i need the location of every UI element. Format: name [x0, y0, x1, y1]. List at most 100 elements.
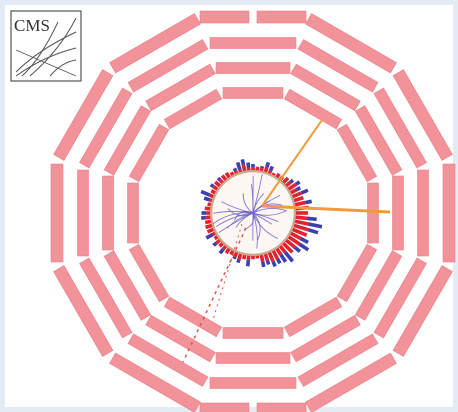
ecal-tower	[271, 172, 276, 176]
ecal-tower	[209, 198, 213, 203]
ecal-tower	[282, 242, 294, 254]
detector-segment	[215, 352, 291, 364]
ecal-tower	[263, 166, 269, 173]
detector-segment	[199, 402, 307, 412]
hcal-tower	[271, 260, 277, 268]
ecal-tower	[267, 252, 275, 263]
particle-track	[252, 212, 261, 241]
detector-segment	[103, 105, 152, 176]
ecal-tower	[204, 219, 212, 225]
hcal-tower	[306, 216, 317, 222]
particle-track	[218, 212, 254, 234]
hcal-tower	[299, 236, 309, 245]
detector-segment	[336, 243, 378, 303]
hcal-tower	[232, 167, 238, 172]
detector-segment	[222, 87, 284, 99]
ecal-tower	[208, 193, 214, 199]
central-tracker	[200, 159, 323, 268]
ecal-tower	[212, 184, 219, 191]
detector-segment	[128, 243, 170, 303]
ecal-tower	[287, 235, 301, 246]
hcal-tower	[295, 186, 302, 192]
ecal-tower	[215, 238, 221, 245]
hcal-tower	[209, 183, 215, 188]
detector-segment	[145, 63, 216, 112]
hcal-tower	[283, 251, 295, 263]
jet-line-right	[261, 204, 391, 214]
particle-track	[215, 212, 254, 227]
hcal-tower	[265, 161, 271, 168]
detector-segment	[215, 62, 291, 74]
particle-track	[252, 212, 279, 222]
detector-segment	[222, 327, 284, 339]
particle-track	[212, 212, 254, 225]
detector-segment	[373, 87, 427, 169]
ecal-tower	[238, 169, 243, 173]
calorimeter-towers	[200, 159, 323, 268]
ecal-tower	[224, 171, 231, 179]
ecal-tower	[233, 169, 239, 174]
detector-segment	[417, 169, 429, 257]
ecal-tower	[207, 202, 212, 207]
detector-segment	[127, 182, 139, 244]
ecal-tower	[229, 171, 235, 176]
ecal-tower	[293, 195, 304, 203]
ecal-tower	[229, 250, 235, 256]
detector-segment	[77, 169, 89, 257]
ecal-tower	[278, 245, 287, 254]
detector-rings	[50, 10, 456, 412]
ecal-tower	[294, 219, 309, 226]
particle-track	[242, 193, 254, 214]
detector-segment	[109, 352, 201, 412]
ecal-tower	[295, 215, 307, 221]
hcal-tower	[307, 228, 319, 235]
detector-segment	[50, 163, 64, 263]
detector-segment	[102, 175, 114, 251]
hcal-tower	[235, 161, 242, 171]
detector-segment	[209, 377, 297, 389]
cms-logo-icon: CMS	[10, 10, 82, 82]
ecal-tower	[242, 254, 247, 260]
hcal-tower	[300, 188, 309, 195]
hcal-tower	[305, 199, 313, 205]
detector-segment	[354, 105, 403, 176]
detector-segment	[199, 10, 307, 24]
detector-segment	[373, 257, 427, 339]
detector-segment	[145, 314, 216, 363]
detector-segment	[392, 69, 453, 161]
ecal-tower	[233, 252, 239, 258]
ecal-tower	[293, 223, 309, 232]
detector-segment	[305, 13, 397, 74]
hcal-tower	[289, 178, 295, 184]
detector-segment	[297, 333, 379, 387]
detector-segment	[53, 69, 114, 161]
hcal-tower	[205, 232, 214, 240]
jet-line-upper	[261, 119, 323, 207]
hcal-tower	[268, 165, 274, 172]
ecal-tower	[206, 227, 214, 234]
hcal-tower	[216, 176, 222, 182]
hcal-tower	[236, 258, 241, 264]
hcal-tower	[293, 245, 302, 253]
ecal-tower	[285, 181, 292, 188]
ecal-tower	[224, 247, 231, 255]
ecal-tower	[259, 167, 264, 172]
hcal-tower	[212, 241, 218, 247]
detector-segment	[442, 163, 456, 263]
detector-segment	[290, 314, 361, 363]
hcal-tower	[245, 259, 251, 267]
hcal-tower	[200, 189, 211, 197]
detector-segment	[103, 250, 152, 321]
detector-segment	[209, 37, 297, 49]
hcal-tower	[232, 255, 237, 260]
ecal-tower	[267, 170, 273, 174]
hcal-tower	[295, 180, 301, 186]
particle-track	[221, 201, 254, 214]
ecal-tower	[204, 223, 213, 230]
ecal-tower	[275, 247, 283, 256]
ecal-tower	[222, 245, 228, 251]
ecal-tower	[285, 238, 297, 249]
particle-track	[252, 200, 270, 214]
ecal-tower	[263, 253, 270, 261]
